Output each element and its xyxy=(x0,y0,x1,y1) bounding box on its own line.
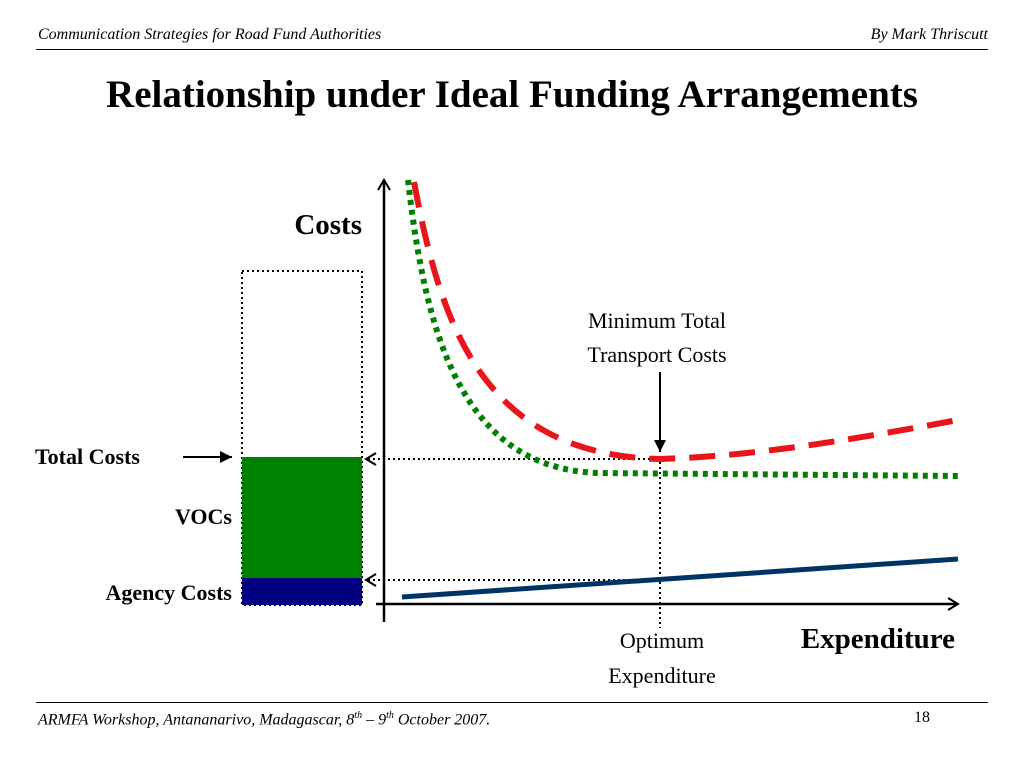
slide-title: Relationship under Ideal Funding Arrange… xyxy=(106,73,918,116)
footer-sup-1: th xyxy=(354,710,363,721)
voc-bar-segment xyxy=(242,457,362,578)
header-presentation-title: Communication Strategies for Road Fund A… xyxy=(38,26,382,43)
footer-sup-2: th xyxy=(386,710,394,721)
vocs-label: VOCs xyxy=(175,504,232,529)
y-axis-label: Costs xyxy=(294,209,362,241)
agency-costs-label: Agency Costs xyxy=(106,580,233,605)
optimum-label-line2: Expenditure xyxy=(608,663,716,688)
x-axis-label: Expenditure xyxy=(801,623,955,655)
minimum-cost-annotation-line1: Minimum Total xyxy=(588,308,726,333)
agency-cost-line xyxy=(401,556,959,600)
voc-curve xyxy=(405,179,959,479)
footer-divider xyxy=(36,702,988,703)
optimum-label-line1: Optimum xyxy=(620,628,704,653)
footer-text-start: ARMFA Workshop, Antananarivo, Madagascar… xyxy=(38,711,355,729)
footer-event: ARMFA Workshop, Antananarivo, Madagascar… xyxy=(38,710,490,729)
footer-text-end: October 2007. xyxy=(393,711,491,729)
page-number: 18 xyxy=(914,709,930,726)
footer-text-mid: – 9 xyxy=(362,711,387,729)
header-author: By Mark Thriscutt xyxy=(870,26,988,43)
header-divider xyxy=(36,49,988,50)
total-costs-label: Total Costs xyxy=(35,444,140,469)
bar-outline-box xyxy=(241,270,363,606)
total-cost-curve xyxy=(411,181,959,463)
agency-bar-segment xyxy=(242,578,362,605)
minimum-cost-annotation-line2: Transport Costs xyxy=(587,342,726,367)
